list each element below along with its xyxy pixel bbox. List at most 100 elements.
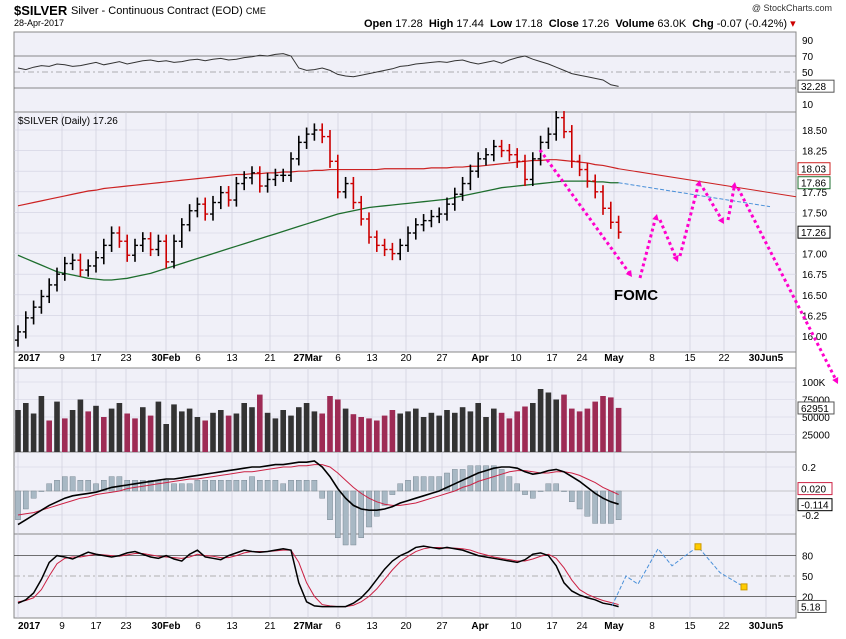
stoch-value-label: 5.18: [801, 602, 821, 613]
price-bar: [93, 251, 99, 273]
volume-bar: [576, 411, 583, 452]
macd-tick-label: -0.2: [802, 511, 820, 522]
price-bar: [506, 144, 513, 162]
volume-bar: [483, 417, 489, 452]
price-bar: [366, 212, 372, 244]
x-tick-label: 17: [546, 353, 558, 364]
volume-bar: [101, 417, 107, 452]
volume-bar: [116, 403, 123, 452]
x-tick-label: 6: [335, 621, 341, 632]
price-bar: [22, 311, 29, 339]
volume-bar: [171, 404, 177, 452]
x-tick-label: 13: [366, 621, 378, 632]
price-value-label: 17.86: [801, 179, 826, 190]
price-bar: [576, 154, 583, 177]
price-bar: [54, 267, 60, 292]
volume-bar: [140, 407, 146, 452]
volume-tick-label: 25000: [802, 431, 830, 442]
volume-bar: [23, 403, 29, 452]
price-bar: [327, 130, 333, 168]
volume-bar: [358, 417, 364, 452]
quote-line: Open 17.28 High 17.44 Low 17.18 Close 17…: [364, 18, 796, 30]
price-bar: [15, 325, 21, 347]
macd-histogram-bar: [366, 490, 372, 528]
x-tick-label: 8: [649, 621, 655, 632]
volume-bar: [93, 405, 99, 452]
price-value-tag: [797, 176, 831, 190]
projection-arrowhead: [717, 217, 724, 224]
projection-down-1: [538, 149, 632, 275]
x-tick-label: 15: [684, 621, 696, 632]
x-tick-label: 27: [436, 353, 448, 364]
price-bar: [295, 135, 302, 166]
volume-bar: [46, 420, 52, 452]
volume-bar: [179, 411, 185, 452]
macd-histogram-bar: [202, 480, 209, 492]
projection-arrowhead: [625, 270, 632, 277]
macd-histogram-bar: [405, 480, 411, 492]
volume-bar: [147, 415, 154, 452]
rsi-value-label: 32.28: [801, 82, 826, 93]
price-bar: [381, 238, 388, 257]
price-bar: [77, 253, 84, 277]
macd-histogram-bar: [475, 465, 482, 492]
macd-histogram-bar: [576, 490, 583, 510]
volume-bar: [600, 396, 606, 452]
x-tick-label: Apr: [471, 621, 488, 632]
macd-histogram-bar: [514, 483, 520, 492]
volume-bar: [311, 411, 318, 452]
volume-bar: [522, 406, 528, 452]
macd-tick-label: 0.2: [802, 463, 816, 474]
price-bar: [350, 176, 357, 210]
sma-green-line: [17, 180, 619, 281]
price-bar: [139, 232, 146, 252]
x-tick-label: 22: [718, 353, 730, 364]
price-bar: [280, 168, 287, 182]
macd-histogram-bar: [210, 480, 216, 492]
price-bar: [303, 127, 310, 149]
blue-trend-line: [618, 182, 771, 208]
price-bar: [38, 289, 45, 314]
macd-histogram-bar: [319, 490, 326, 499]
price-bar: [61, 256, 68, 281]
macd-histogram-bar: [171, 483, 177, 492]
stockcharts-logo: @ StockCharts.com: [751, 3, 832, 13]
macd-histogram-bar: [194, 480, 201, 492]
volume-bar: [296, 407, 302, 452]
volume-bar: [202, 420, 208, 452]
price-bar: [498, 139, 505, 158]
macd-histogram-bar: [569, 490, 575, 503]
x-tick-label: 17: [90, 621, 102, 632]
projection-down-3: [701, 187, 724, 221]
price-bar: [217, 186, 224, 210]
price-bar: [420, 214, 427, 232]
rsi-tick-label: 10: [802, 100, 814, 111]
stoch-k-line: [17, 545, 619, 608]
macd-value-label: -0.114: [801, 501, 829, 512]
macd-histogram-bar: [233, 480, 240, 492]
macd-histogram-bar: [15, 490, 21, 520]
volume-bar: [264, 412, 271, 452]
macd-histogram-bar: [38, 490, 45, 492]
projection-arrowhead: [832, 377, 839, 384]
volume-bar: [420, 417, 427, 452]
price-bar: [311, 123, 318, 141]
price-bar: [163, 234, 170, 269]
x-tick-label: 24: [576, 353, 588, 364]
price-bar: [412, 218, 419, 240]
volume-bar: [452, 412, 458, 452]
price-bar: [428, 209, 435, 228]
volume-bar: [335, 399, 341, 452]
projection-arrowhead: [652, 214, 659, 221]
volume-bar: [38, 396, 45, 452]
volume-bar: [319, 413, 325, 452]
price-bar: [342, 176, 349, 199]
x-tick-label: 2017: [18, 353, 41, 364]
volume-bar: [366, 418, 372, 452]
price-bar: [615, 215, 622, 239]
macd-histogram-bar: [452, 469, 458, 492]
macd-histogram-bar: [553, 483, 559, 492]
stoch-tick-label: 20: [802, 592, 814, 603]
volume-bar: [155, 401, 162, 452]
macd-histogram-bar: [506, 476, 513, 492]
